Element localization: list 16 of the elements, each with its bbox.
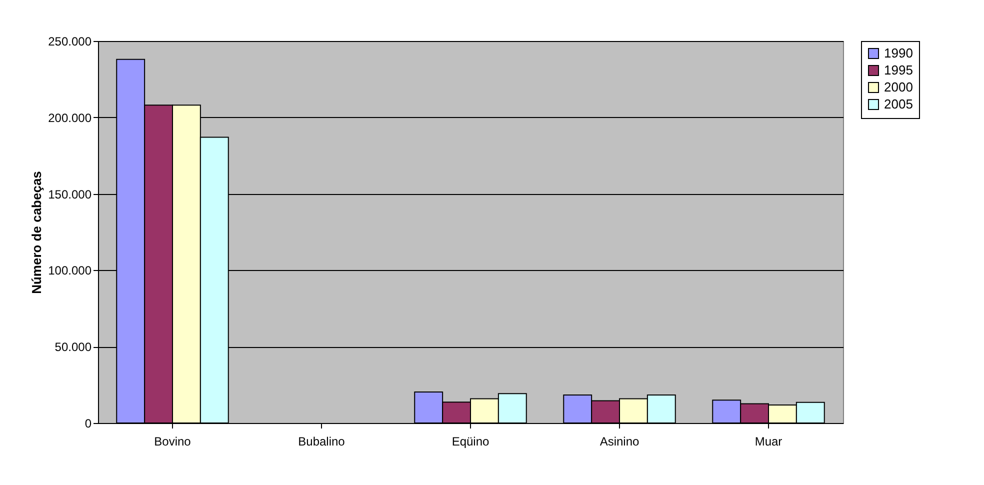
y-tick-label: 150.000 (48, 187, 92, 202)
y-tick-label: 250.000 (48, 34, 92, 48)
x-tick-label: Muar (754, 434, 782, 448)
legend-label: 1990 (884, 46, 913, 60)
legend-label: 2005 (884, 96, 913, 112)
x-tick-label: Asinino (600, 434, 640, 448)
y-tick-label: 50.000 (54, 340, 92, 354)
legend-label: 2000 (884, 80, 913, 94)
y-tick-label: 0 (84, 416, 92, 430)
x-tick-label: Eqüino (452, 434, 490, 448)
legend-label: 1995 (884, 62, 913, 78)
x-tick-label: Bubalino (298, 434, 346, 448)
x-tick-label: Bovino (154, 434, 192, 448)
y-axis-title: Número de cabeças (29, 171, 44, 294)
y-tick-label: 200.000 (48, 110, 92, 125)
y-tick-label: 100.000 (48, 264, 92, 278)
